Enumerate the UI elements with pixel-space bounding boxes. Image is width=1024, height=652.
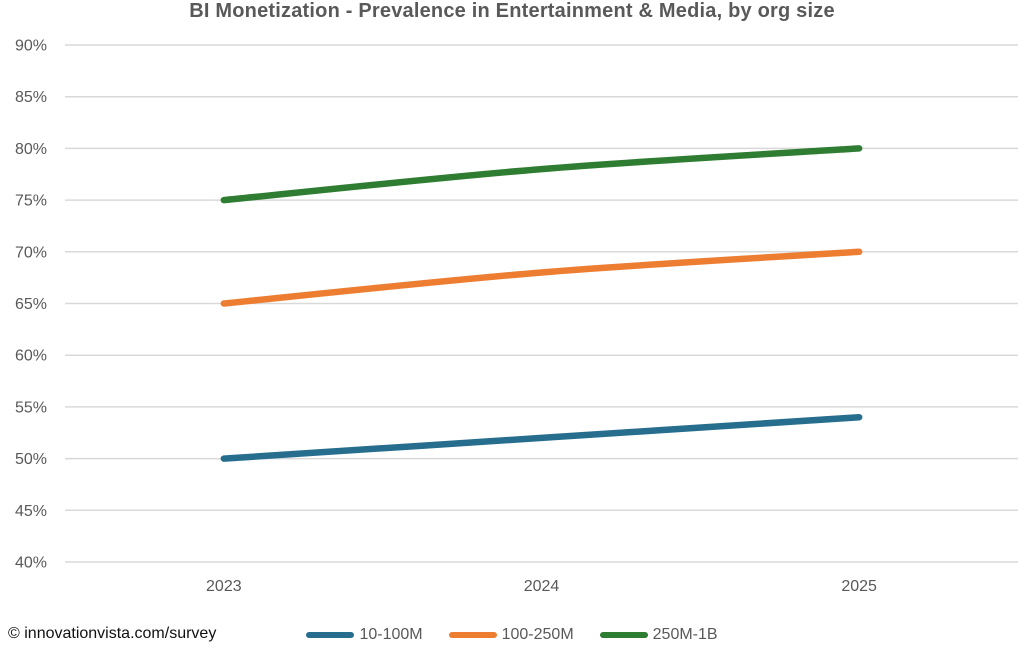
legend-item-100-250M: 100-250M — [448, 626, 574, 644]
x-axis-tick-label: 2024 — [524, 578, 560, 595]
y-axis-tick-label: 60% — [15, 348, 47, 365]
y-axis-tick-label: 75% — [15, 193, 47, 210]
chart-title: BI Monetization - Prevalence in Entertai… — [189, 0, 835, 22]
legend-label: 250M-1B — [652, 626, 718, 643]
legend: 10-100M 100-250M 250M-1B — [0, 626, 1024, 644]
y-axis-tick-label: 65% — [15, 296, 47, 313]
series-line-100-250M — [220, 248, 863, 307]
legend-item-250M-1B: 250M-1B — [599, 626, 718, 644]
legend-label: 100-250M — [501, 626, 574, 643]
y-axis-tick-label: 50% — [15, 451, 47, 468]
footer-row: © innovationvista.com/survey 10-100M 100-… — [0, 621, 1024, 651]
y-axis-tick-label: 40% — [15, 555, 47, 572]
y-axis-tick-label: 90% — [15, 38, 47, 55]
x-axis-tick-label: 2023 — [206, 578, 242, 595]
x-axis-tick-label: 2025 — [841, 578, 877, 595]
legend-swatch — [306, 632, 355, 638]
series-line-10-100M — [220, 413, 863, 462]
legend-item-10-100M: 10-100M — [306, 626, 423, 644]
y-axis-tick-label: 70% — [15, 244, 47, 261]
y-axis-tick-label: 55% — [15, 399, 47, 416]
legend-label: 10-100M — [359, 626, 423, 643]
y-axis-tick-label: 80% — [15, 141, 47, 158]
y-axis-tick-label: 45% — [15, 503, 47, 520]
legend-swatch — [448, 632, 497, 638]
series-line-250M-1B — [220, 145, 863, 204]
line-chart: 90% 85% 80% 75% 70% 65% 60% 55% 50% 45% 40% 2023 202… — [15, 38, 1018, 595]
y-axis-tick-label: 85% — [15, 89, 47, 106]
legend-swatch — [599, 632, 648, 638]
source-attribution: © innovationvista.com/survey — [8, 625, 217, 642]
